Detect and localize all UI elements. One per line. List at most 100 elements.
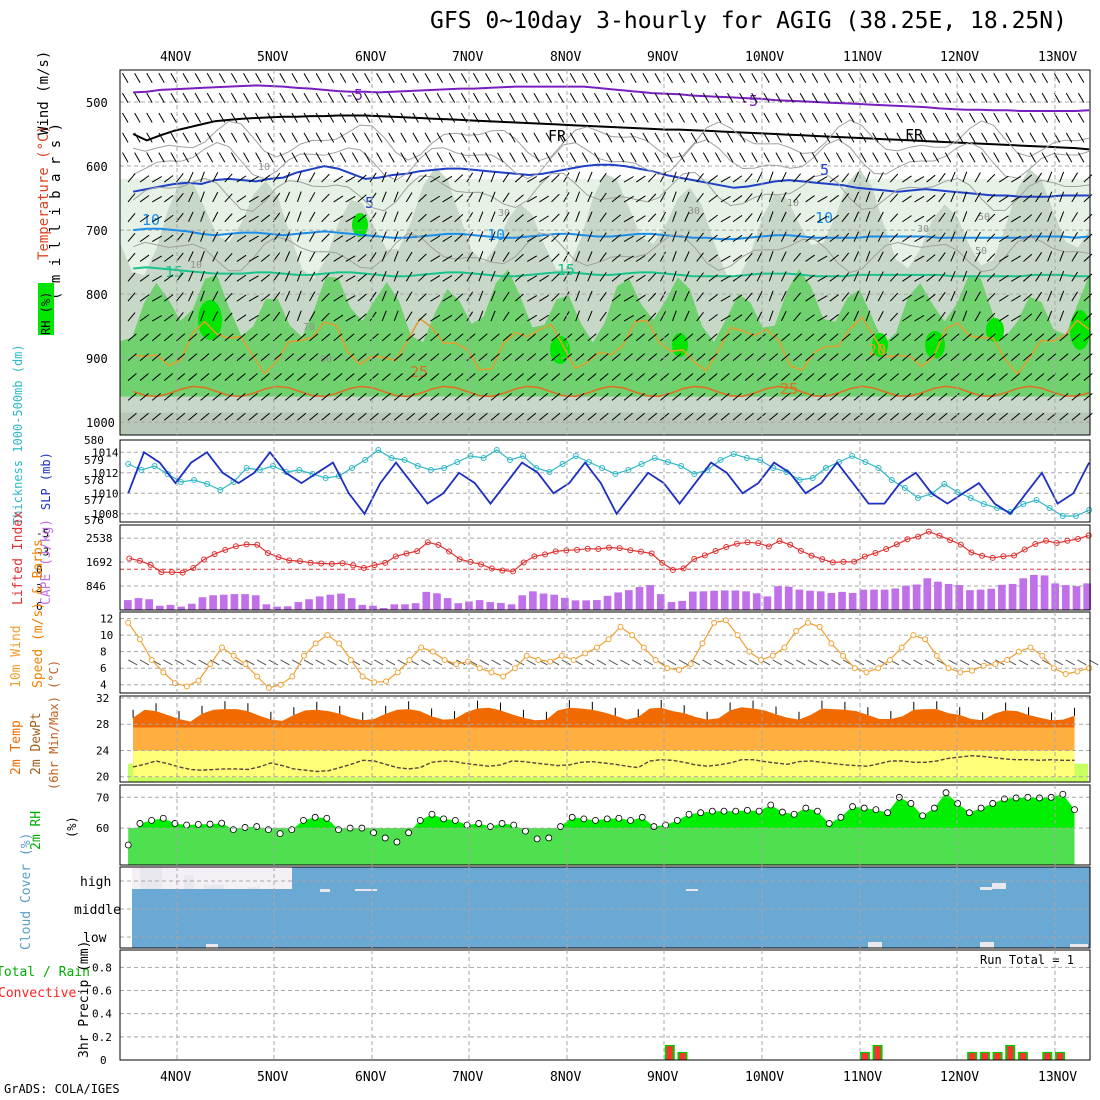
wind-barb [841,312,850,322]
wind-barb [393,373,403,381]
wind-speed-point [675,666,682,673]
wind-barb [902,373,912,381]
wind-barb [381,251,387,262]
wind-barb [853,333,863,342]
contour-label: 15 [557,261,575,279]
wind-barb [442,275,453,282]
wind-barb [551,173,560,183]
date-label-top: 11NOV [843,50,882,65]
wind-barb [575,211,581,222]
wind-barb [1041,152,1049,163]
cape-bar [401,604,409,610]
wind-speed-point [547,658,554,665]
wind-barb-10m [1088,659,1099,666]
thickness-tick: 578 [84,474,104,487]
wind-barb [393,353,403,362]
wind-barb [841,333,851,342]
wind-barb [224,173,233,183]
pressure-tick: 700 [86,224,108,238]
wind-barb [381,412,391,421]
wind-barb [986,193,996,203]
wind-barb [448,92,456,103]
wind-barb [829,274,839,282]
precip-conv-bar [1019,1053,1026,1060]
wind-barb [587,373,597,381]
rh-point [580,815,588,823]
wind-speed-point [535,656,542,663]
wind-barb [466,192,474,203]
date-label-top: 7NOV [452,50,483,65]
wind-barb [563,412,573,421]
wind-barb [393,231,399,242]
wind-barb [902,412,912,421]
wind-barb [817,353,827,362]
wind-barb [981,92,988,103]
wind-barb [418,353,428,362]
wind-barb [829,412,839,421]
wind-barb [1077,152,1085,163]
wind-barb [134,92,141,103]
wind-barb [587,412,597,421]
lifted-index-point [499,567,506,574]
wind-barb [599,373,609,381]
wind-barb [339,112,347,123]
wind-barb [127,353,137,362]
wind-barb [327,112,335,123]
wind-barb [333,353,343,362]
wind-barb [1083,273,1093,282]
wind-barb [170,92,177,103]
wind-speed-point [793,628,800,635]
cape-bar [912,584,921,610]
wind-barb [744,252,753,262]
wind-barb [569,152,577,163]
rh-point [486,823,494,830]
wind-barb [478,353,488,362]
lifted-index-line [129,530,1089,574]
rh-point [685,810,693,818]
wind-barb [950,392,960,401]
wind-barb [877,373,887,381]
wind-barb [780,171,787,183]
wind-barb [805,353,815,362]
wind-barb [284,271,291,282]
wind-barb [393,333,403,342]
rh-shade-bright [1070,310,1090,350]
wind-barb [708,274,718,282]
rh-point [370,829,377,837]
date-label-top: 4NOV [160,50,191,65]
wind-barb [454,392,464,401]
wind-barb [756,171,763,183]
wind-barb [212,211,219,222]
ylabel-minmax: (6hr Min/Max) (°C) [47,660,61,790]
contour-label: 25 [780,380,798,398]
rh-point [124,841,132,849]
wind-barb [672,333,682,342]
wind-barb [1023,273,1033,282]
wind-barb [224,412,234,421]
li-tick: 6 [36,600,43,613]
wind-barb [647,353,658,362]
wind-barb [200,392,210,401]
cloud-gap [980,887,992,890]
wind-barb [321,333,331,342]
cape-bar [422,591,431,610]
wind-barb [666,152,673,163]
precip-tick: 0 [100,1054,107,1067]
lifted-index-point [733,540,740,547]
wind-barb [684,412,694,421]
wind-barb [188,333,198,342]
wind-barb [902,274,912,282]
thickness-point [283,469,290,475]
wind-barb [466,373,476,381]
wind-barb [805,314,815,322]
wind-barb [514,313,524,322]
cape-bar [710,590,718,610]
wind-barb [926,194,936,203]
wind-barb [327,152,335,163]
rh-point [592,816,599,824]
wind-barb [357,373,367,381]
wind-barb [690,152,698,163]
wind-barb-10m [866,659,876,666]
wind-barb [230,152,238,163]
wind-barb [424,112,431,123]
